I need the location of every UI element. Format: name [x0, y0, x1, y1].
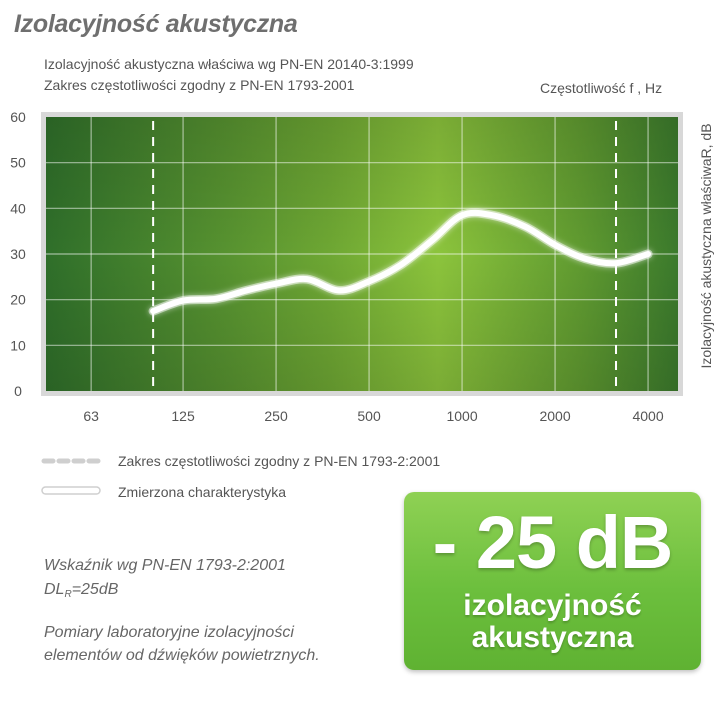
- badge-caption-line-2: akustyczna: [471, 620, 634, 654]
- dl-subscript: R: [64, 589, 72, 600]
- x-axis-title: Częstotliwość f , Hz: [540, 80, 663, 96]
- plot-grid: [46, 117, 678, 391]
- data-point: [523, 225, 527, 229]
- data-point: [181, 299, 185, 303]
- data-point: [460, 213, 464, 217]
- data-point: [337, 289, 341, 293]
- y-tick-label: 50: [10, 155, 26, 171]
- y-tick-label: 60: [10, 109, 26, 125]
- axis-ticks: 60 50 40 30 20 10 0 63 125 250 500 1000 2000 4000: [10, 109, 664, 424]
- y-tick-label: 30: [10, 246, 26, 262]
- note-line-1: Pomiary laboratoryjne izolacyjności: [44, 624, 294, 641]
- data-point: [214, 297, 218, 301]
- data-point: [490, 213, 494, 217]
- x-tick-label: 63: [83, 408, 99, 424]
- data-point: [274, 282, 278, 286]
- badge-value: - 25 dB: [432, 501, 674, 584]
- y-tick-label: 20: [10, 292, 26, 308]
- series-group: [148, 208, 653, 316]
- chart-subtitle-standard: Izolacyjność akustyczna właściwa wg PN-E…: [44, 56, 414, 72]
- x-tick-label: 125: [171, 408, 195, 424]
- data-point: [398, 263, 402, 267]
- y-tick-label: 10: [10, 337, 26, 353]
- data-point: [244, 289, 248, 293]
- x-tick-label: 4000: [632, 408, 663, 424]
- dl-main: DL: [44, 581, 65, 598]
- legend-solid-swatch: [41, 486, 101, 495]
- page-title: Izolacyjność akustyczna: [14, 10, 298, 38]
- x-tick-label: 500: [357, 408, 381, 424]
- y-tick-label: 40: [10, 200, 26, 216]
- data-point: [430, 238, 434, 242]
- x-tick-label: 250: [264, 408, 288, 424]
- data-point: [367, 279, 371, 283]
- data-point: [646, 252, 650, 256]
- legend-measured-label: Zmierzona charakterystyka: [118, 484, 287, 500]
- dl-value: DLR=25dB: [44, 581, 118, 600]
- note-line-2: elementów od dźwięków powietrznych.: [44, 647, 320, 664]
- data-point: [583, 257, 587, 261]
- legend-range-label: Zakres częstotliwości zgodny z PN-EN 179…: [118, 453, 441, 469]
- data-point: [614, 261, 618, 265]
- dl-number: =25dB: [71, 581, 119, 598]
- badge-caption: izolacyjność akustyczna: [404, 590, 701, 653]
- index-label: Wskaźnik wg PN-EN 1793-2:2001: [44, 557, 286, 574]
- data-point: [305, 277, 309, 281]
- data-point: [151, 309, 155, 313]
- badge-caption-line-1: izolacyjność: [463, 589, 642, 622]
- y-tick-label: 0: [14, 383, 22, 399]
- x-tick-label: 1000: [446, 408, 477, 424]
- x-tick-label: 2000: [539, 408, 570, 424]
- result-badge: - 25 dB izolacyjność akustyczna: [404, 492, 701, 670]
- chart-subtitle-range: Zakres częstotliwości zgodny z PN-EN 179…: [44, 77, 355, 93]
- data-point: [553, 243, 557, 247]
- range-markers: [152, 121, 618, 387]
